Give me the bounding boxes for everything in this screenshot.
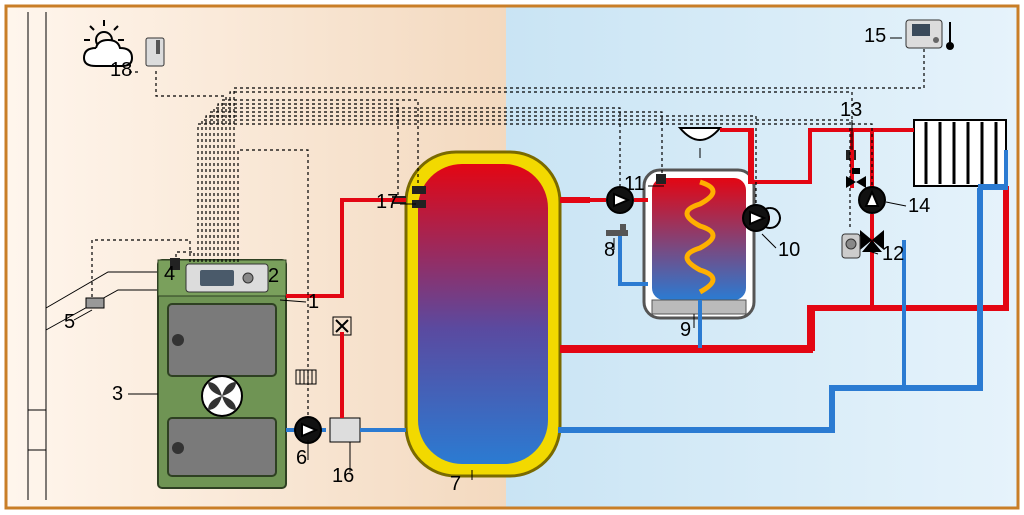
label-10: 10: [778, 239, 800, 261]
label-14: 14: [908, 195, 930, 217]
mixer-actuator: [842, 234, 860, 258]
pump-boiler-return: [295, 417, 321, 443]
label-2: 2: [268, 265, 279, 287]
label-4: 4: [164, 263, 175, 285]
fan-icon: [202, 376, 242, 416]
label-15: 15: [864, 25, 886, 47]
boiler: [158, 258, 286, 488]
label-16: 16: [332, 465, 354, 487]
label-6: 6: [296, 447, 307, 469]
dhw-tank: [644, 170, 754, 318]
buffer-tank: [392, 152, 560, 476]
heating-schematic: 123456789101112131415161718: [0, 0, 1024, 515]
boiler-controller: [186, 264, 268, 292]
label-17: 17: [376, 191, 398, 213]
pump-heating: [859, 187, 885, 213]
label-9: 9: [680, 319, 691, 341]
label-3: 3: [112, 383, 123, 405]
label-5: 5: [64, 311, 75, 333]
label-8: 8: [604, 239, 615, 261]
pump-dhw-circ: [743, 205, 769, 231]
label-13: 13: [840, 99, 862, 121]
label-12: 12: [882, 243, 904, 265]
label-7: 7: [450, 473, 461, 495]
radiator: [914, 120, 1006, 186]
label-18: 18: [110, 59, 132, 81]
label-1: 1: [308, 291, 319, 313]
label-11: 11: [624, 173, 645, 195]
